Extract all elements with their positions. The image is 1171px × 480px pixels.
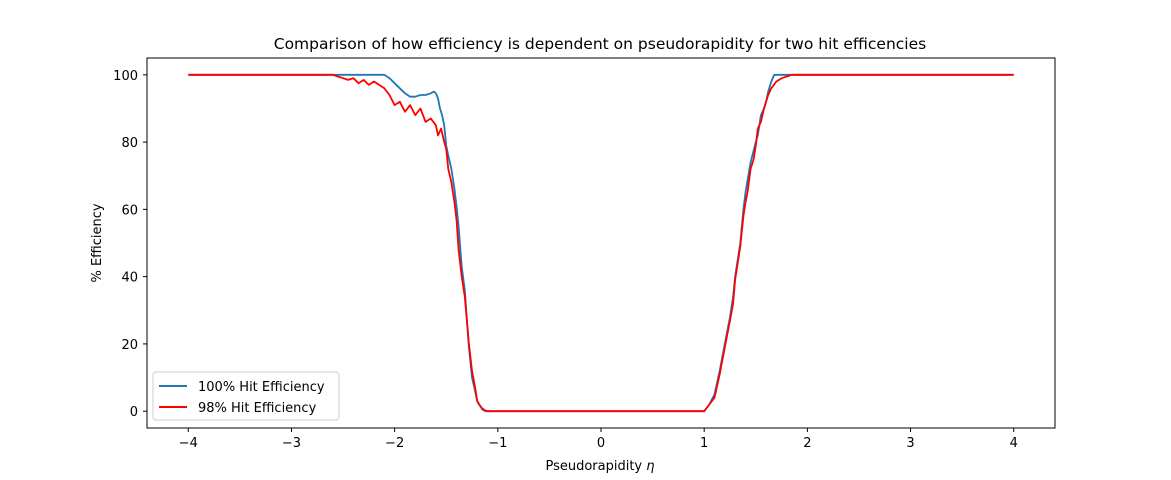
x-tick-label: −3 [282, 436, 301, 451]
x-axis-label-symbol: η [646, 459, 654, 474]
x-axis-label-text: Pseudorapidity [545, 459, 646, 474]
plot-area: −4 −3 −2 −1 0 1 2 3 4 0 20 40 60 80 100 [113, 57, 1056, 451]
chart-title: Comparison of how efficiency is dependen… [274, 35, 926, 53]
legend: 100% Hit Efficiency 98% Hit Efficiency [152, 371, 340, 421]
series-line-98-hit-efficiency [188, 73, 1014, 413]
y-tick-label: 40 [121, 271, 138, 286]
legend-label-100-hit-efficiency: 100% Hit Efficiency [198, 380, 325, 395]
x-tick-label: 0 [597, 436, 605, 451]
legend-frame [152, 371, 340, 421]
y-tick-label: 20 [121, 338, 138, 353]
y-axis-label: % Efficiency [90, 203, 105, 282]
x-tick-label: 2 [803, 436, 811, 451]
x-tick-label: 3 [906, 436, 914, 451]
x-axis-label: Pseudorapidity η [545, 459, 654, 474]
x-tick-label: 1 [700, 436, 708, 451]
y-tick-label: 60 [121, 203, 138, 218]
x-tick-label: −4 [179, 436, 198, 451]
legend-label-98-hit-efficiency: 98% Hit Efficiency [198, 401, 317, 416]
x-tick-label: −1 [488, 436, 507, 451]
y-tick-label: 0 [130, 405, 138, 420]
series-layer [188, 73, 1014, 413]
y-tick-label: 100 [113, 69, 138, 84]
series-line-100-hit-efficiency [188, 73, 1014, 413]
x-tick-label: −2 [385, 436, 404, 451]
y-tick-label: 80 [121, 136, 138, 151]
x-axis-ticks: −4 −3 −2 −1 0 1 2 3 4 [179, 428, 1018, 451]
y-axis-ticks: 0 20 40 60 80 100 [113, 69, 147, 420]
x-tick-label: 4 [1010, 436, 1018, 451]
